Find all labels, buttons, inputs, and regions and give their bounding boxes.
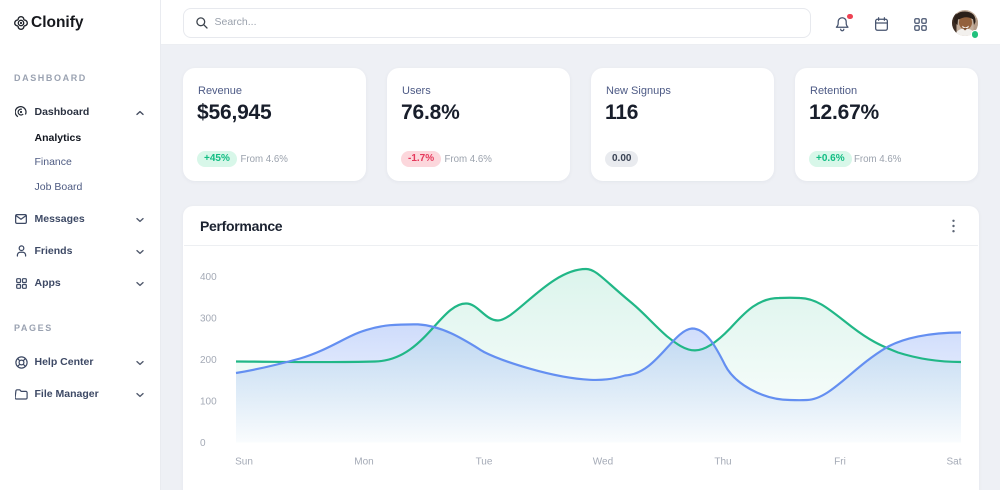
svg-text:400: 400 xyxy=(200,272,217,283)
svg-text:Sun: Sun xyxy=(235,457,253,468)
svg-text:Fri: Fri xyxy=(834,457,846,468)
svg-text:Sat: Sat xyxy=(946,457,961,468)
svg-text:Wed: Wed xyxy=(593,457,613,468)
svg-text:Thu: Thu xyxy=(714,457,731,468)
svg-text:Mon: Mon xyxy=(354,457,373,468)
svg-text:100: 100 xyxy=(200,397,217,408)
svg-text:0: 0 xyxy=(200,438,206,449)
svg-text:Tue: Tue xyxy=(476,457,493,468)
svg-text:300: 300 xyxy=(200,314,217,325)
svg-text:200: 200 xyxy=(200,355,217,366)
